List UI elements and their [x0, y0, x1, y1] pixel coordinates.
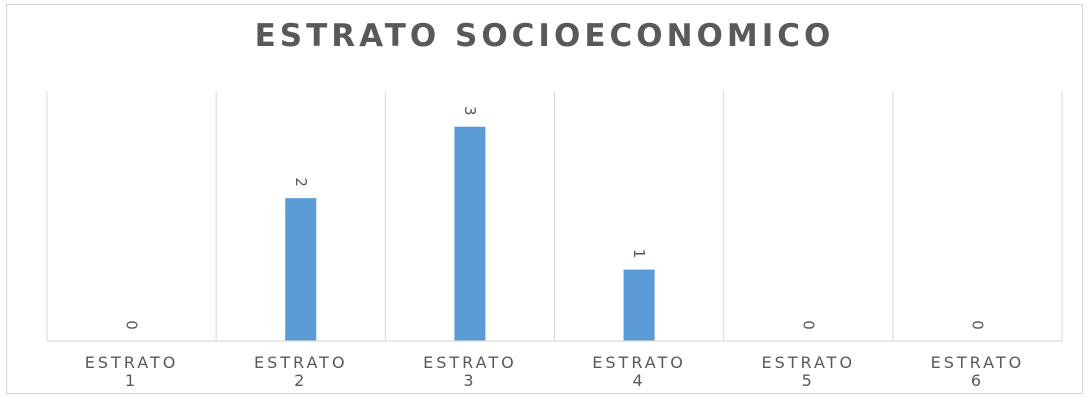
category-label: 3: [463, 371, 476, 390]
data-labels: 0 2 3 1 0 0: [123, 106, 987, 330]
category-label: ESTRATO: [254, 353, 348, 372]
category-label: ESTRATO: [592, 353, 686, 372]
bar: [454, 126, 486, 341]
data-label: 1: [630, 249, 648, 259]
data-label: 0: [799, 320, 817, 330]
category-label: 2: [294, 371, 307, 390]
bar: [623, 269, 655, 341]
category-label: ESTRATO: [423, 353, 517, 372]
data-label: 2: [292, 177, 310, 187]
data-label: 3: [461, 106, 479, 116]
bars: [285, 126, 655, 341]
category-label: 5: [802, 371, 815, 390]
data-label: 0: [968, 320, 986, 330]
category-label: 6: [971, 371, 984, 390]
category-label: ESTRATO: [85, 353, 179, 372]
gridlines: [46, 91, 1063, 341]
category-label: 4: [632, 371, 645, 390]
chart-frame: [6, 4, 1083, 394]
chart-title: ESTRATO SOCIOECONOMICO: [254, 18, 835, 54]
data-label: 0: [123, 320, 141, 330]
category-label: ESTRATO: [761, 353, 855, 372]
category-label: 1: [125, 371, 138, 390]
bar: [285, 198, 317, 341]
category-label: ESTRATO: [931, 353, 1025, 372]
x-axis: ESTRATO1ESTRATO2ESTRATO3ESTRATO4ESTRATO5…: [47, 340, 1062, 390]
